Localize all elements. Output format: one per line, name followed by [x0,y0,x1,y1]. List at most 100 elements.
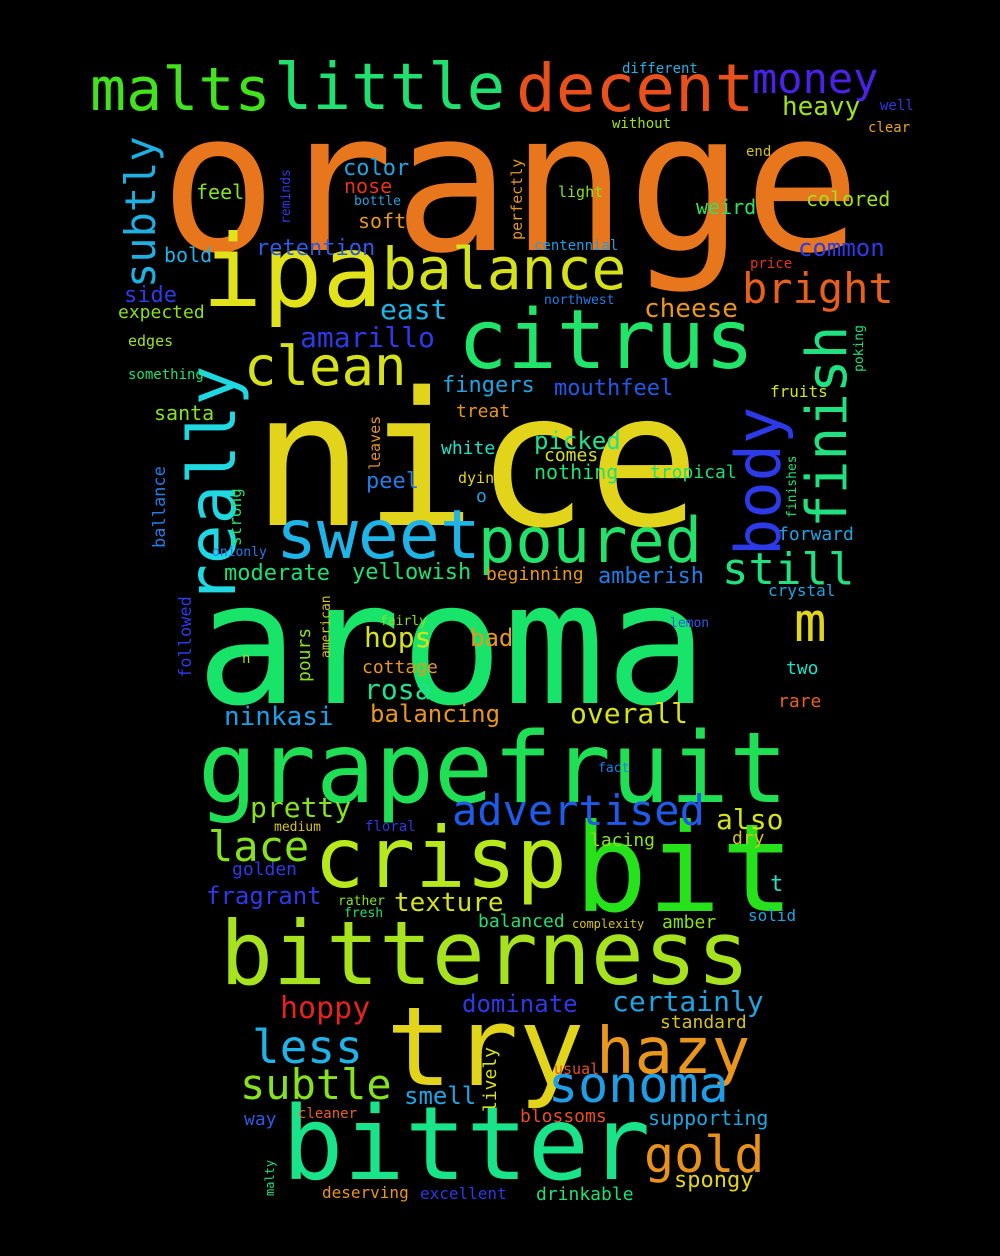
word: spongy [674,1168,754,1193]
word: ipa [202,213,383,330]
word: t [770,872,784,897]
word: ballance [150,466,170,548]
word: pours [294,627,315,682]
word: lemon [670,616,710,631]
word: orange [160,70,861,296]
word: edges [128,332,174,350]
word: amberish [598,564,704,589]
word: moderate [224,561,330,586]
word: balance [382,235,627,303]
word: usual [554,1060,600,1078]
word: citrus [458,293,755,388]
word: treat [456,401,511,422]
word: dry [732,828,765,849]
word: complexity [572,917,645,931]
word: advertised [452,786,705,835]
word: cottage [362,657,438,678]
word: supporting [648,1106,769,1130]
word: bright [742,264,894,313]
word: peel [366,469,419,494]
word: well [880,98,914,114]
word: fairly [380,614,427,629]
word: subtle [240,1060,392,1109]
word: comes [544,445,599,466]
word: something [128,367,204,383]
word: without [612,116,672,132]
word: sonoma [548,1056,729,1114]
word: crisp [314,809,567,907]
word: color [343,156,410,181]
word: texture [394,888,504,918]
word: east [380,293,448,326]
word: american [319,595,334,658]
word: dominate [462,990,578,1018]
word: different [622,61,698,77]
word: poking [852,325,867,372]
word: fact [598,761,630,776]
word: m [794,591,827,654]
word: finish [795,325,860,528]
word: nose [344,174,393,198]
word: strong [226,488,245,546]
word: pretty [250,791,352,824]
word: lace [208,822,310,871]
word: crystal [768,581,836,600]
word: sweet [276,496,481,575]
word: fingers [442,373,535,398]
word: bit [574,798,795,940]
word: also [716,803,784,836]
word: clean [244,335,407,398]
word: finishes [785,455,800,518]
word: rare [778,691,822,712]
word: leaves [366,415,384,470]
word: end [746,144,772,160]
word: mouthfeel [554,376,674,401]
word: drinkable [536,1184,634,1205]
word: excellent [420,1184,507,1203]
word: golden [232,859,298,880]
word: santa [154,401,215,425]
word: overall [570,697,689,730]
word: floral [365,819,416,835]
word: beginning [486,564,584,585]
word: smell [404,1082,477,1110]
word: medium [274,820,321,835]
word: amber [662,912,717,933]
word: two [786,658,819,679]
word: feel [196,180,245,204]
word: bitter [282,1085,651,1204]
word: malts [90,55,271,125]
word: ninkasi [224,702,334,732]
word: bad [470,624,514,652]
word: side [124,283,177,308]
word: balanced [478,911,565,932]
word: cheese [644,294,738,324]
word: try [386,983,585,1111]
word: little [274,51,506,125]
word: onionly [212,545,267,560]
word: decent [516,50,755,127]
word: gold [644,1126,765,1184]
word: less [252,1020,363,1074]
word: deserving [322,1183,409,1202]
word: still [722,544,855,595]
word: amarillo [300,321,435,354]
word: dying [458,469,504,487]
word: soft [358,209,407,233]
word: fruits [770,382,828,401]
word: bold [164,243,213,267]
word: forward [778,524,854,545]
word: lacing [590,830,656,851]
word: fresh [344,906,384,921]
word: aroma [196,546,708,744]
word: price [750,256,793,272]
word: bitterness [220,902,750,1005]
word: nice [252,352,700,569]
word: nothing [534,460,619,484]
word: clear [868,120,911,136]
word: common [798,234,885,262]
word: bottle [354,194,401,209]
word: weird [696,195,757,219]
word: malty [263,1159,277,1196]
word: subtly [116,136,165,288]
